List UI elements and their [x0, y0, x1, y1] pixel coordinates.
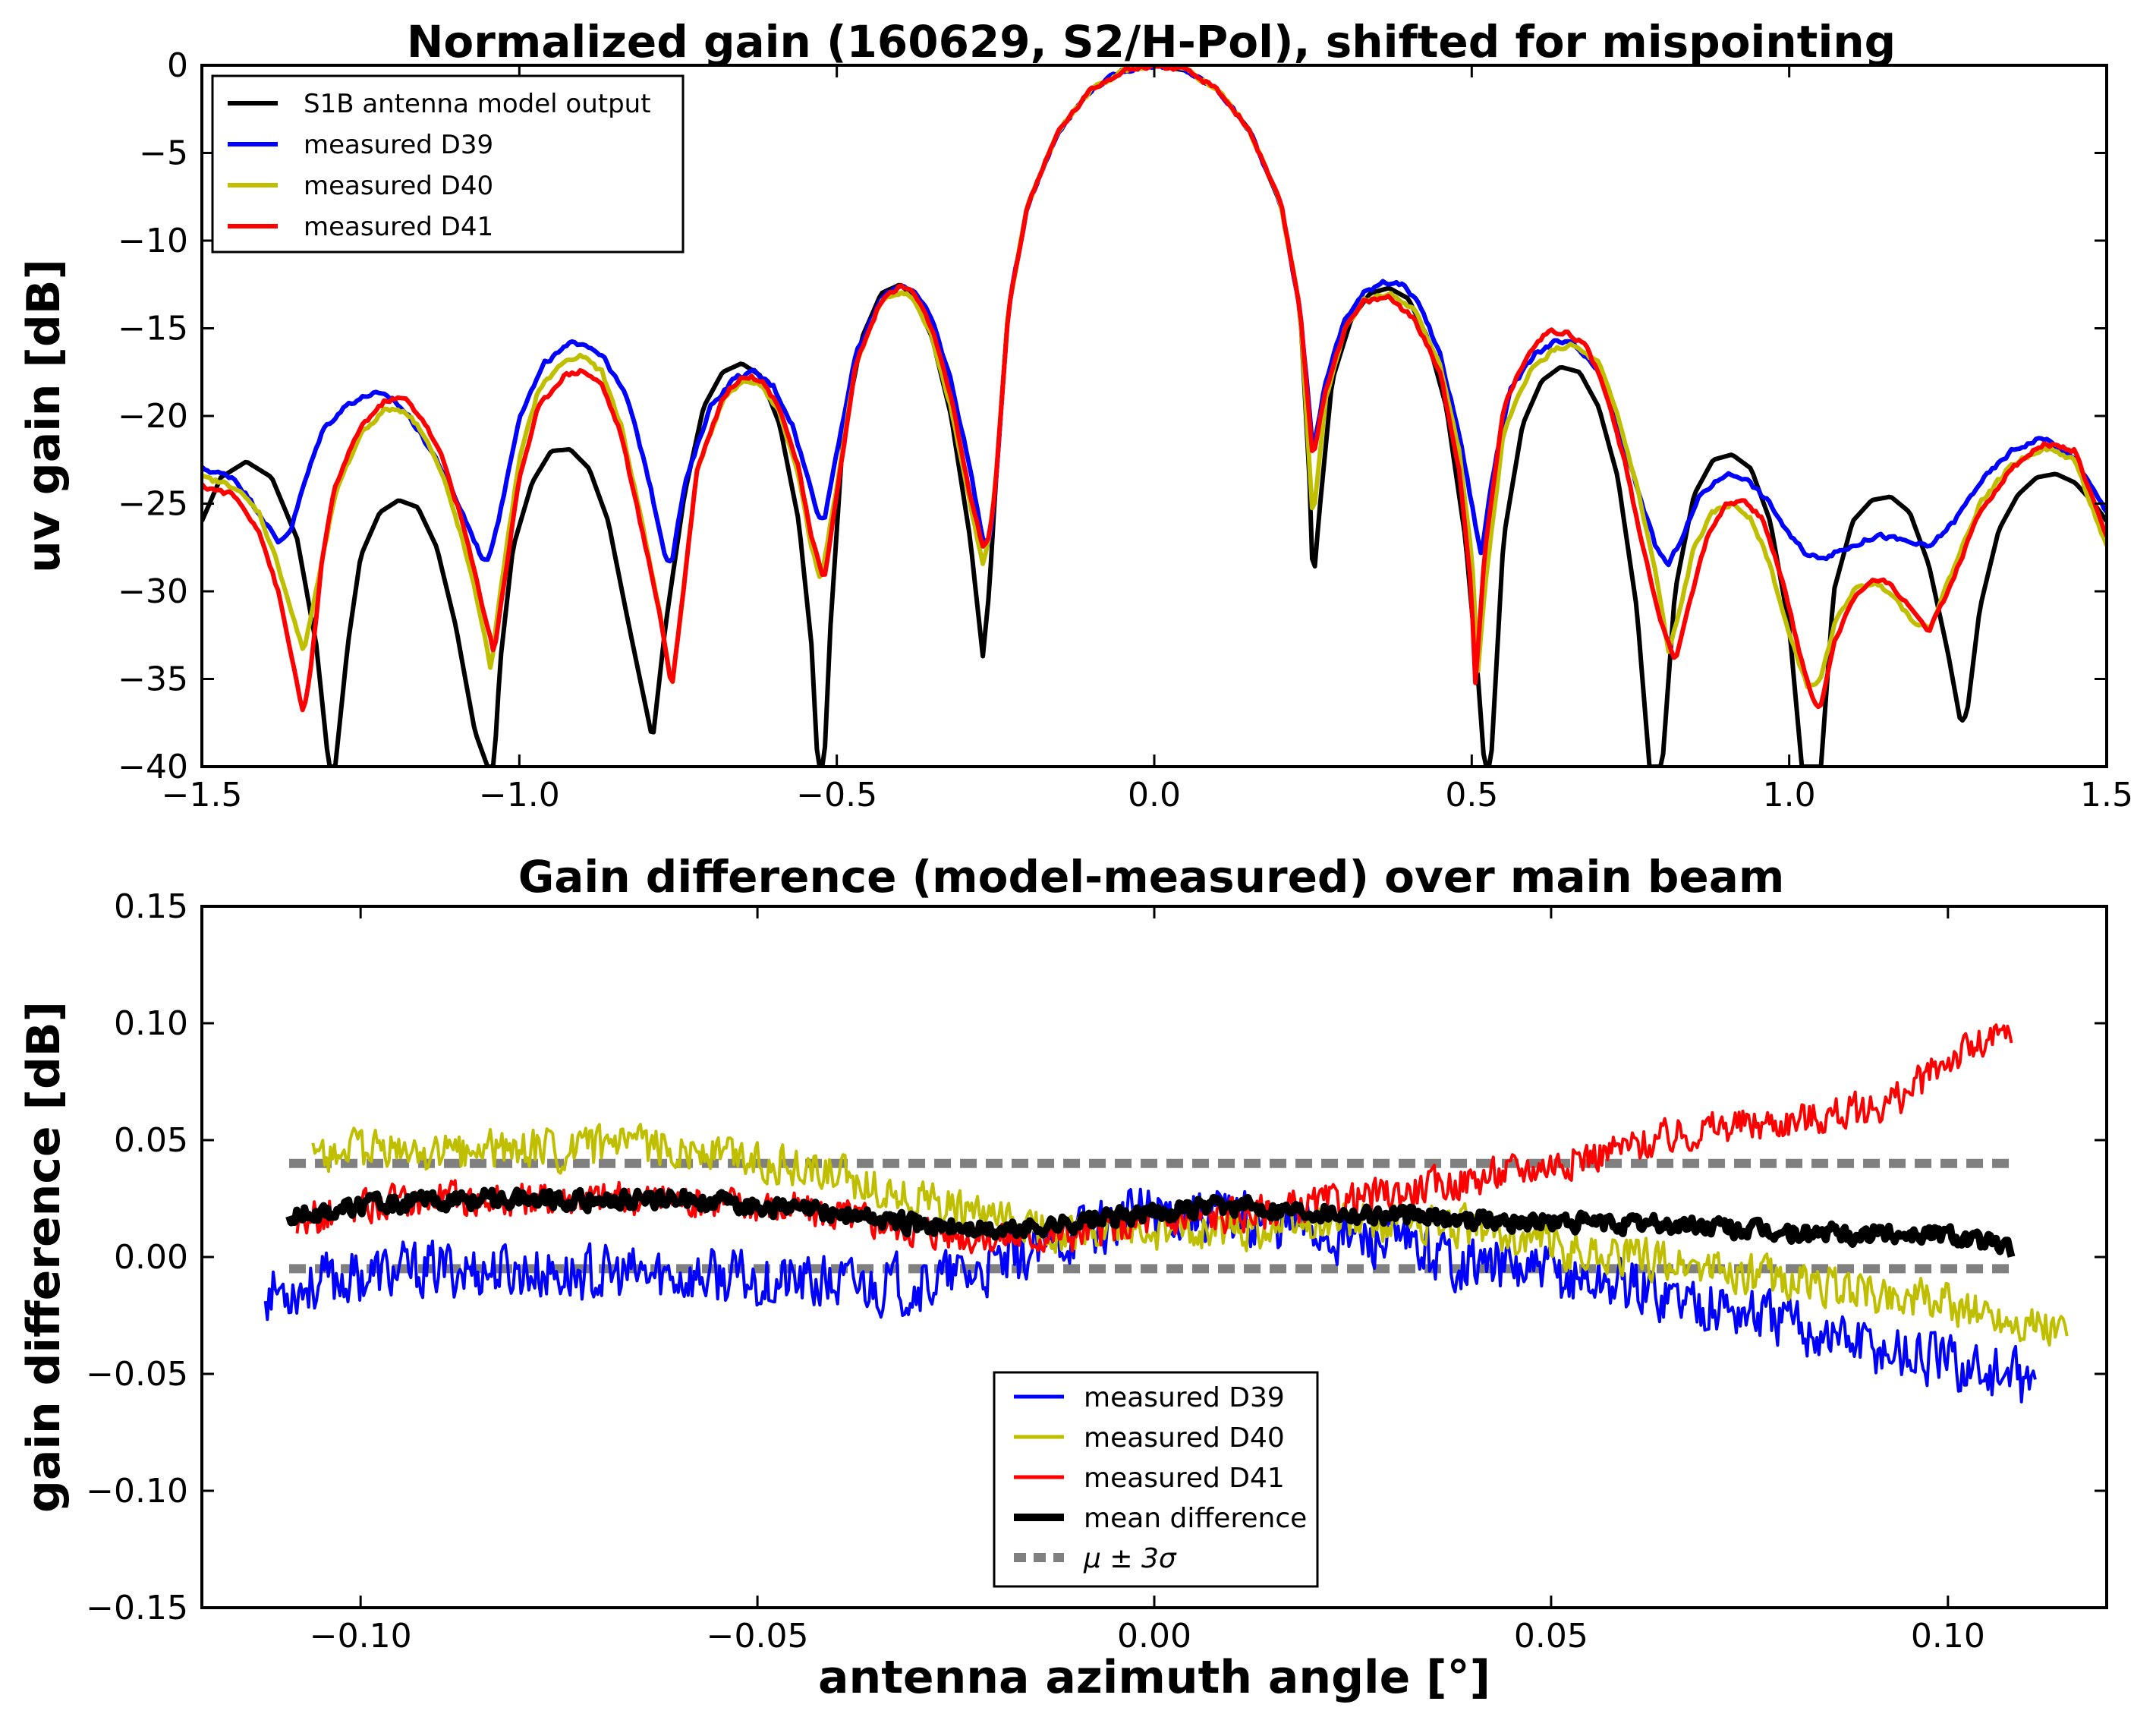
- chart1-legend-label: S1B antenna model output: [304, 89, 651, 119]
- chart2-legend-label: measured D39: [1084, 1382, 1285, 1413]
- c0-y-tick-label: −25: [118, 485, 188, 524]
- chart2-legend-label: measured D41: [1084, 1463, 1285, 1494]
- chart2-legend-label: measured D40: [1084, 1422, 1285, 1454]
- gain-difference-chart: Gain difference (model-measured) over ma…: [17, 851, 2108, 1704]
- c0-x-tick-label: 1.0: [1763, 776, 1816, 814]
- chart1-legend: S1B antenna model output measured D39 meas…: [211, 74, 685, 254]
- chart1-legend-box: [211, 74, 685, 254]
- c0-x-tick-label: −0.5: [796, 776, 877, 814]
- chart1-title: Normalized gain (160629, S2/H-Pol), shif…: [407, 16, 1896, 68]
- gain-pattern-chart: Normalized gain (160629, S2/H-Pol), shif…: [17, 16, 2133, 814]
- c0-y-tick-label: −35: [118, 660, 188, 699]
- chart2-series-measured-d40: [311, 1123, 2069, 1347]
- c1-x-tick-label: 0.00: [1117, 1617, 1191, 1656]
- c0-y-tick-label: −30: [118, 572, 188, 611]
- c1-x-tick-label: −0.10: [310, 1617, 412, 1656]
- chart1-legend-label: measured D40: [304, 171, 493, 201]
- chart2-title: Gain difference (model-measured) over ma…: [518, 851, 1785, 903]
- c1-y-tick-label: −0.05: [86, 1355, 188, 1394]
- chart2-legend-box: [993, 1371, 1319, 1588]
- c0-y-tick-label: −40: [118, 748, 188, 786]
- c1-y-tick-label: 0.10: [114, 1004, 188, 1043]
- c0-y-tick-label: −20: [118, 397, 188, 436]
- chart1-series-measured-d40: [202, 65, 2107, 689]
- chart2-legend-label: mean difference: [1084, 1503, 1307, 1534]
- c1-y-tick-label: −0.15: [86, 1589, 188, 1627]
- chart1-y-axis-label: uv gain [dB]: [17, 259, 71, 573]
- c1-y-tick-label: 0.15: [114, 887, 188, 926]
- c0-x-tick-label: −1.0: [479, 776, 560, 814]
- c1-y-tick-label: 0.00: [114, 1238, 188, 1277]
- c0-y-tick-label: −15: [118, 310, 188, 348]
- chart2-series-measured-d39: [263, 1187, 2037, 1404]
- c0-x-tick-label: 1.5: [2080, 776, 2133, 814]
- chart2-series-lines: [263, 1023, 2069, 1404]
- chart2-ticks: −0.10 −0.05 0.00 0.05 0.10 0.15 0.10 0.05 0.00 −0…: [86, 887, 2107, 1656]
- chart2-x-axis-label: antenna azimuth angle [°]: [818, 1651, 1490, 1704]
- chart1-legend-label: measured D39: [304, 130, 493, 160]
- c0-y-tick-label: −10: [118, 222, 188, 260]
- chart2-legend-label: μ ± 3σ: [1083, 1543, 1177, 1574]
- chart2-legend: measured D39 measured D40 measured D41 mean…: [993, 1371, 1319, 1588]
- c1-x-tick-label: 0.05: [1514, 1617, 1588, 1656]
- chart1-series-measured-d41: [202, 65, 2107, 713]
- chart2-y-axis-label: gain difference [dB]: [17, 1001, 71, 1513]
- c1-y-tick-label: −0.10: [86, 1472, 188, 1511]
- c1-x-tick-label: −0.05: [707, 1617, 809, 1656]
- c1-y-tick-label: 0.05: [114, 1121, 188, 1160]
- c0-x-tick-label: −1.5: [162, 776, 243, 814]
- chart2-series-mean-difference: [285, 1186, 2016, 1258]
- c0-x-tick-label: 0.5: [1445, 776, 1498, 814]
- c0-y-tick-label: 0: [167, 46, 188, 85]
- c0-y-tick-label: −5: [139, 134, 188, 173]
- c0-x-tick-label: 0.0: [1128, 776, 1181, 814]
- chart1-ticks: −1.5 −1.0 −0.5 0.0 0.5 1.0 1.5 0 −5 −10 −15 −20 −25 −…: [118, 46, 2133, 814]
- chart1-legend-label: measured D41: [304, 212, 493, 242]
- c1-x-tick-label: 0.10: [1911, 1617, 1985, 1656]
